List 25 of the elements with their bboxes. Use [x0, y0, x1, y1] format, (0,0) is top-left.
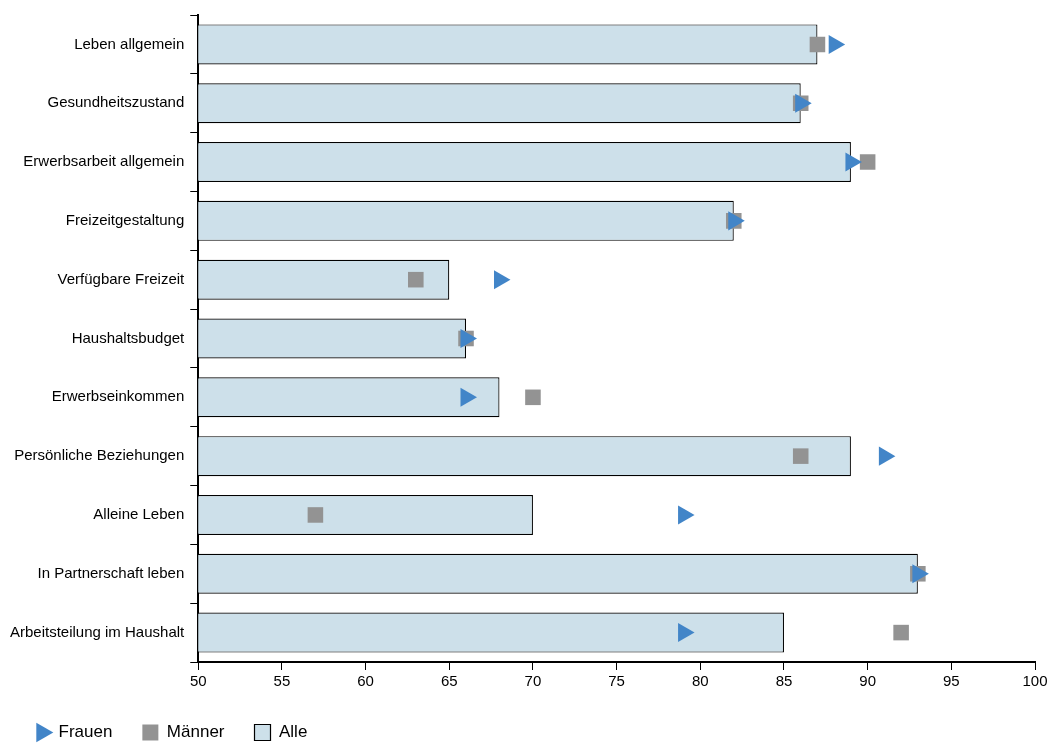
y-tick-label: Verfügbare Freizeit [57, 269, 186, 287]
x-tick-label: 50 [189, 672, 207, 690]
x-tick-label: 55 [273, 672, 291, 690]
x-tick-label: 85 [775, 672, 793, 690]
x-tick-label: 70 [524, 672, 542, 690]
y-tick-label: Erwerbsarbeit allgemein [23, 152, 185, 170]
y-tick-label: Alleine Leben [93, 505, 185, 523]
y-tick-label: Haushaltsbudget [71, 328, 186, 346]
y-tick-label: Gesundheitszustand [47, 93, 185, 111]
x-tick-label: 80 [691, 672, 709, 690]
x-tick-label: 100 [1022, 672, 1048, 690]
legend-label: Alle [279, 722, 308, 742]
y-tick-label: Freizeitgestaltung [65, 211, 185, 228]
y-tick-label: Leben allgemein [74, 34, 185, 52]
x-tick-label: 95 [942, 672, 960, 690]
legend-label: Frauen [58, 722, 113, 742]
x-tick-label: 65 [440, 672, 458, 690]
y-tick-label: Persönliche Beziehungen [14, 446, 185, 464]
y-tick-label: In Partnerschaft leben [37, 563, 185, 581]
x-tick-label: 75 [608, 672, 625, 690]
legend-label: Männer [166, 722, 225, 742]
x-tick-label: 60 [357, 672, 374, 690]
y-tick-label: Erwerbseinkommen [51, 387, 185, 405]
y-tick-label: Arbeitsteilung im Haushalt [9, 622, 186, 640]
x-tick-label: 90 [859, 672, 876, 690]
